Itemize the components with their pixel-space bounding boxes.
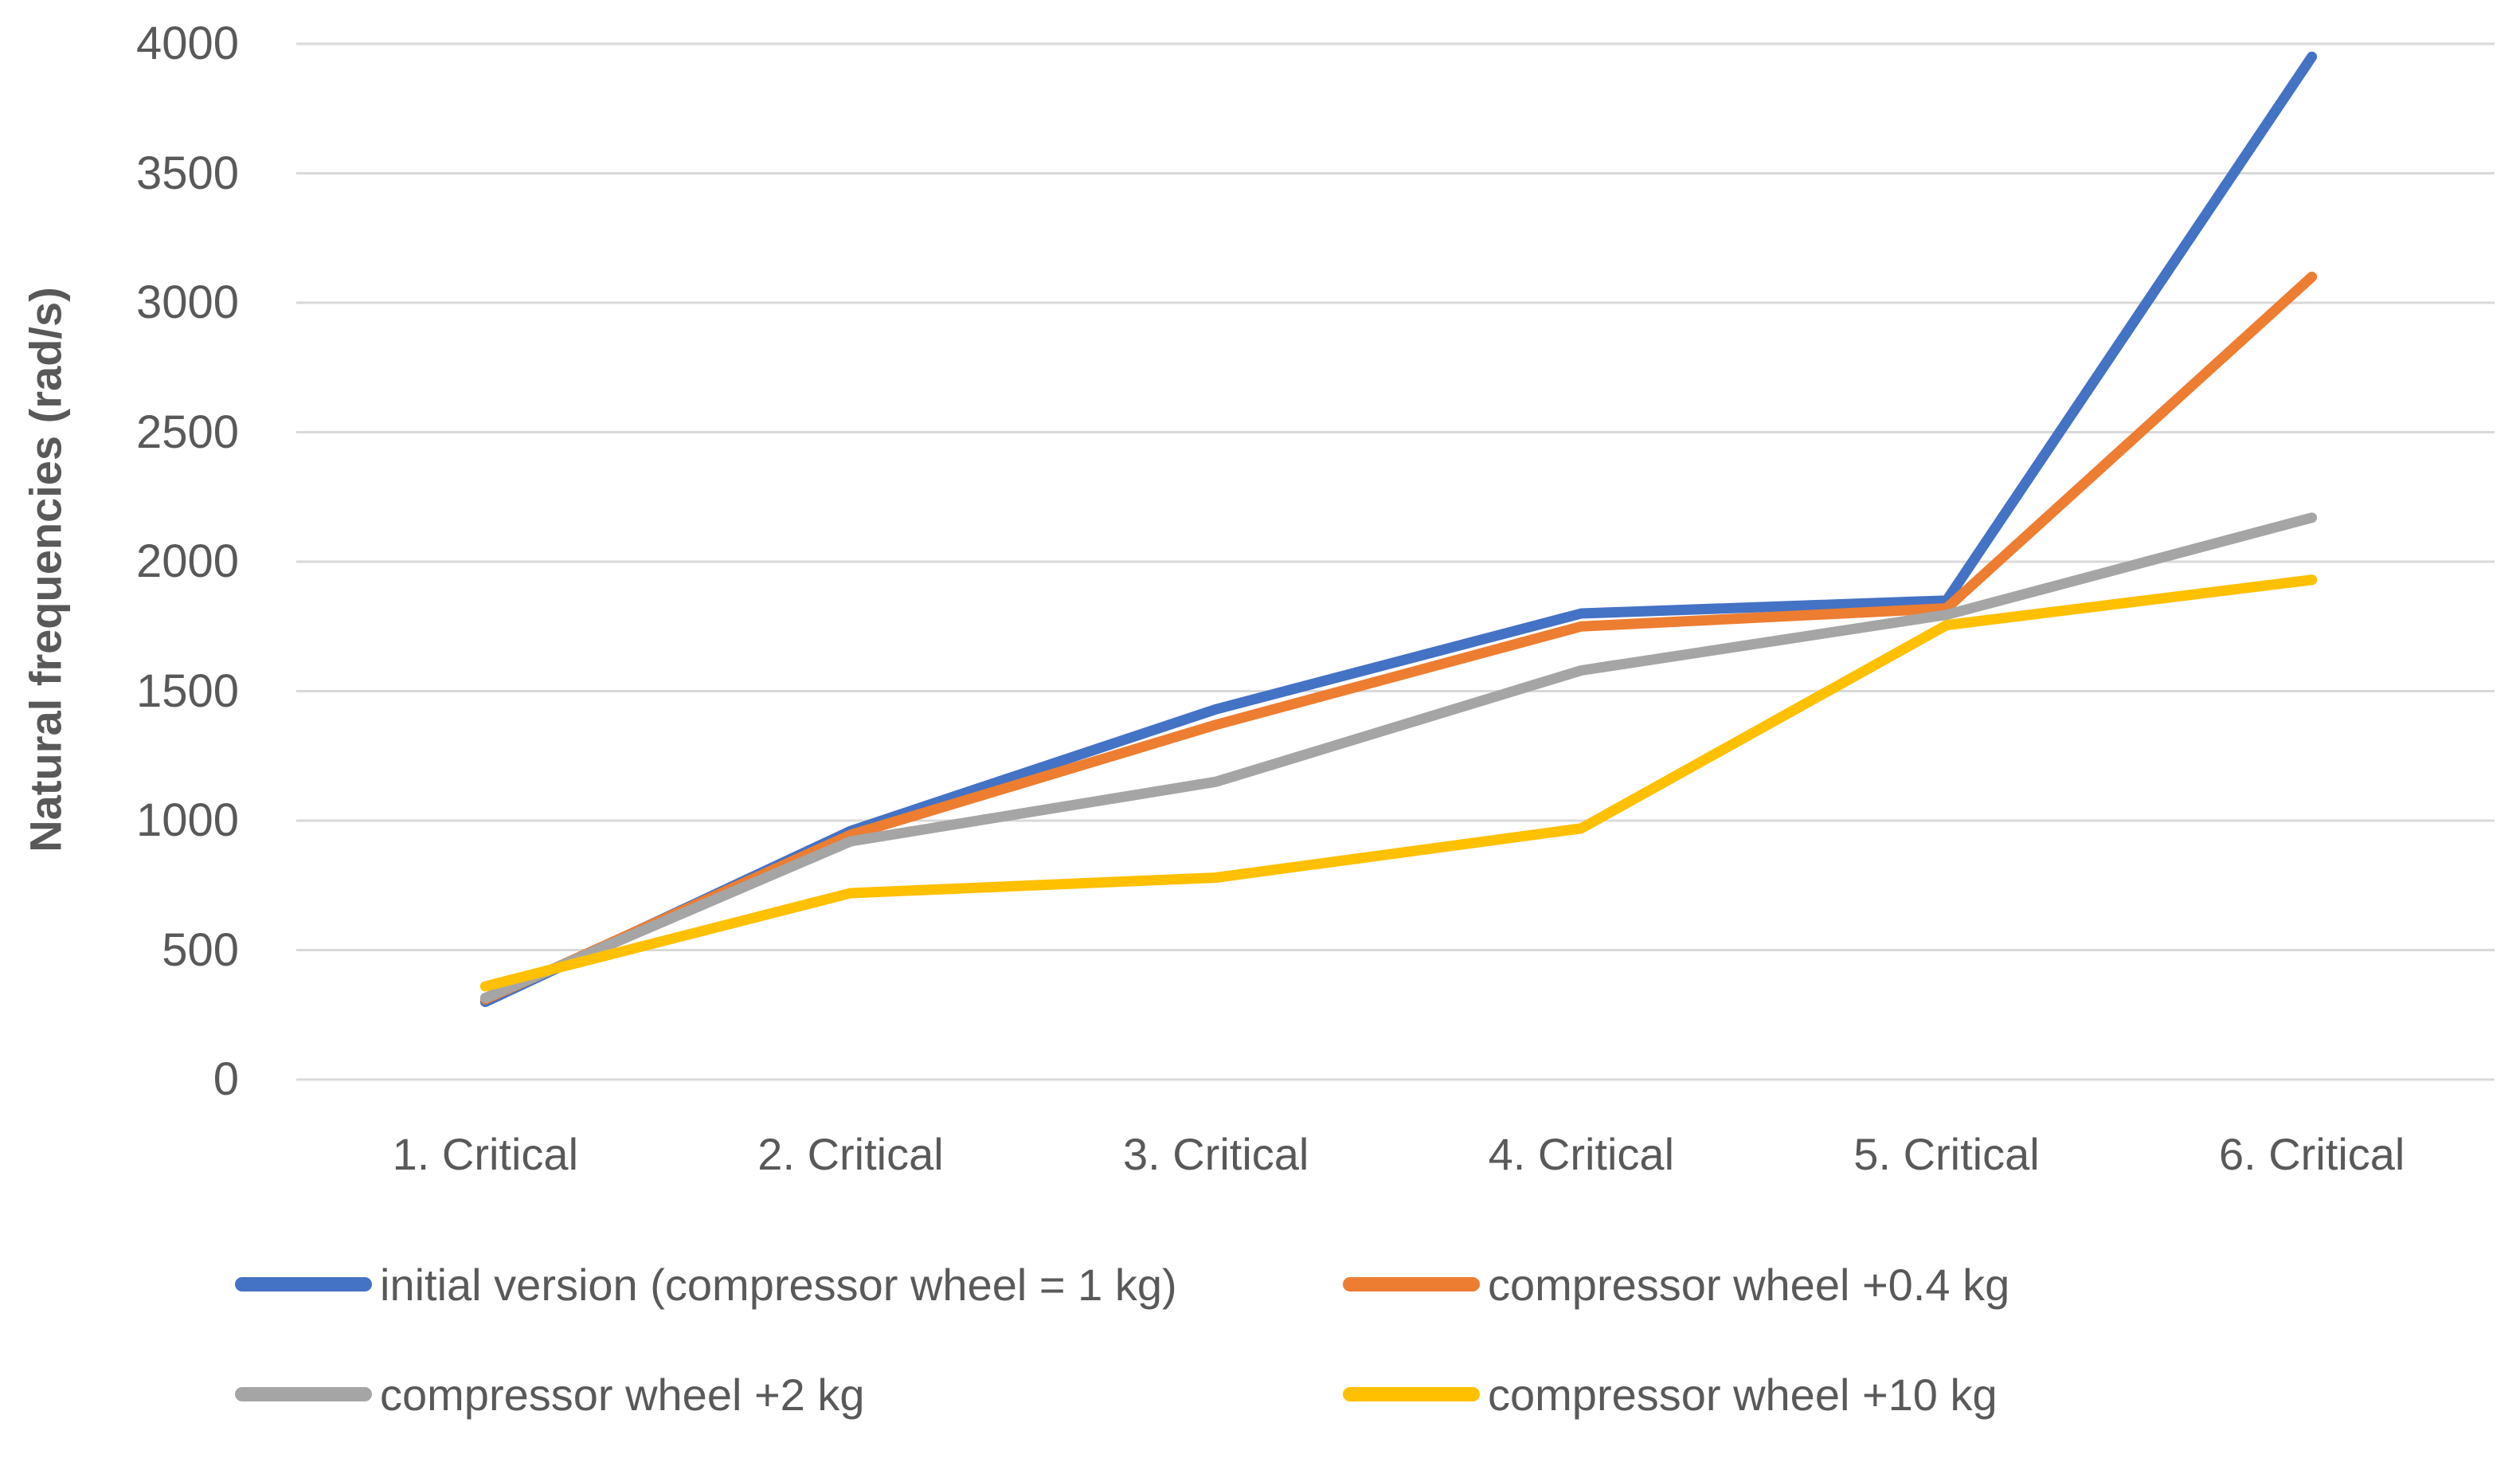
y-tick-label-500: 500 bbox=[162, 923, 239, 976]
legend-item-1: compressor wheel +0.4 kg bbox=[1343, 1256, 2009, 1312]
y-tick-label-2000: 2000 bbox=[135, 535, 239, 587]
x-tick-label-3: 3. Critical bbox=[1122, 1129, 1309, 1179]
y-tick-label-1000: 1000 bbox=[135, 794, 239, 846]
y-tick-label-2500: 2500 bbox=[135, 406, 239, 458]
gridlines bbox=[296, 42, 2495, 1081]
legend-item-3: compressor wheel +10 kg bbox=[1343, 1366, 1998, 1422]
x-tick-label-5: 5. Critical bbox=[1853, 1129, 2040, 1179]
legend-label: compressor wheel +10 kg bbox=[1488, 1369, 1998, 1420]
y-tick-label-4000: 4000 bbox=[135, 18, 239, 69]
legend-label: initial version (compressor wheel = 1 kg… bbox=[380, 1259, 1177, 1310]
legend-label: compressor wheel +2 kg bbox=[380, 1369, 865, 1420]
y-tick-label-0: 0 bbox=[213, 1053, 239, 1105]
series-line-1 bbox=[479, 272, 2318, 1005]
legend-swatch-icon bbox=[1343, 1387, 1480, 1401]
legend-item-2: compressor wheel +2 kg bbox=[235, 1366, 865, 1422]
series-line-2 bbox=[479, 512, 2318, 1004]
legend-swatch-icon bbox=[1343, 1277, 1480, 1291]
series-lines bbox=[479, 51, 2318, 1007]
x-tick-label-2: 2. Critical bbox=[757, 1129, 944, 1179]
legend-swatch-icon bbox=[235, 1387, 372, 1401]
y-tick-label-3000: 3000 bbox=[135, 276, 239, 328]
y-tick-label-1500: 1500 bbox=[135, 664, 239, 717]
x-tick-label-6: 6. Critical bbox=[2218, 1129, 2405, 1179]
series-line-3 bbox=[479, 574, 2318, 992]
legend-swatch-icon bbox=[235, 1277, 372, 1291]
x-tick-label-4: 4. Critical bbox=[1488, 1129, 1675, 1179]
legend-item-0: initial version (compressor wheel = 1 kg… bbox=[235, 1256, 1177, 1312]
x-tick-label-1: 1. Critical bbox=[392, 1129, 579, 1179]
y-tick-label-3500: 3500 bbox=[135, 147, 239, 199]
legend-label: compressor wheel +0.4 kg bbox=[1488, 1259, 2010, 1310]
